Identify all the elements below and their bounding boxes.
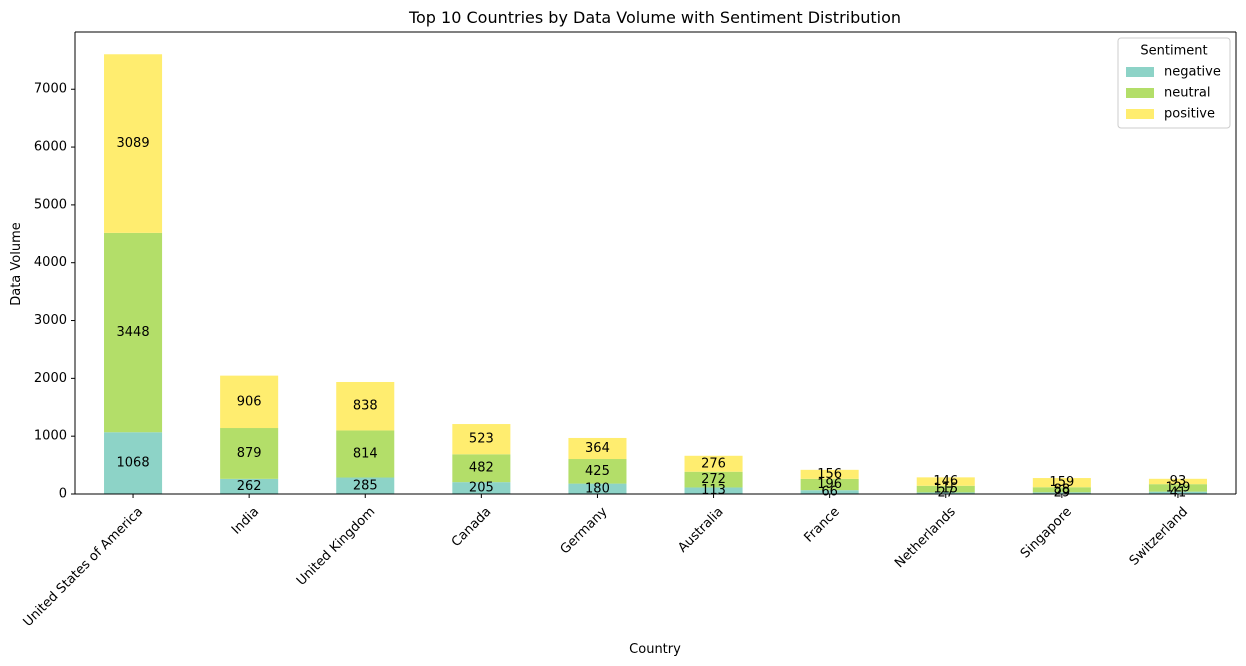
data-label: 66 bbox=[821, 485, 838, 500]
bar-positive bbox=[220, 375, 279, 429]
x-tick-label: Australia bbox=[675, 504, 726, 555]
data-label: 3448 bbox=[117, 325, 150, 340]
data-label: 523 bbox=[469, 432, 494, 447]
x-axis-label: Country bbox=[629, 642, 681, 657]
data-label: 879 bbox=[237, 446, 262, 461]
data-label: 276 bbox=[701, 456, 726, 471]
data-label: 285 bbox=[353, 478, 378, 493]
data-label: 205 bbox=[469, 481, 494, 496]
data-label: 29 bbox=[1054, 486, 1071, 501]
y-axis-label: Data Volume bbox=[9, 222, 24, 306]
bar-neutral bbox=[104, 232, 163, 433]
bar-negative bbox=[1148, 491, 1207, 494]
legend-swatch-negative bbox=[1126, 67, 1154, 77]
data-label: 159 bbox=[1049, 475, 1074, 490]
x-tick-label: United Kingdom bbox=[294, 504, 378, 588]
data-label: 115 bbox=[933, 482, 958, 497]
legend-label-negative: negative bbox=[1164, 65, 1221, 80]
bar-negative bbox=[1032, 492, 1091, 494]
legend-label-positive: positive bbox=[1164, 107, 1215, 122]
y-tick-label: 4000 bbox=[34, 255, 67, 270]
data-label: 262 bbox=[237, 479, 262, 494]
bar-negative bbox=[452, 482, 511, 494]
x-tick-label: Germany bbox=[558, 504, 611, 557]
x-tick-label: Singapore bbox=[1018, 504, 1075, 561]
bar-negative bbox=[568, 483, 627, 494]
y-tick-label: 2000 bbox=[34, 371, 67, 386]
data-label: 129 bbox=[1166, 480, 1191, 495]
bar-neutral bbox=[220, 428, 279, 479]
data-label: 425 bbox=[585, 464, 610, 479]
y-tick-label: 0 bbox=[59, 487, 67, 502]
bar-positive bbox=[800, 469, 859, 479]
bar-negative bbox=[684, 487, 743, 494]
y-tick-label: 5000 bbox=[34, 197, 67, 212]
bar-neutral bbox=[1032, 487, 1091, 493]
bar-neutral bbox=[800, 478, 859, 491]
bar-positive bbox=[684, 455, 743, 472]
axes-layer: 0 1000 2000 3000 4000 5000 6000 7000 United Stat… bbox=[21, 31, 1237, 630]
legend-title: Sentiment bbox=[1140, 44, 1207, 59]
data-label: 1068 bbox=[117, 456, 150, 471]
bar-negative bbox=[916, 492, 975, 494]
x-tick-label: India bbox=[229, 504, 262, 537]
bar-negative bbox=[336, 477, 395, 494]
x-tick-label: Netherlands bbox=[892, 504, 959, 571]
bar-negative bbox=[800, 490, 859, 494]
data-label: 838 bbox=[353, 399, 378, 414]
data-label: 156 bbox=[817, 467, 842, 482]
data-label: 482 bbox=[469, 461, 494, 476]
x-tick-label: United States of America bbox=[21, 504, 146, 629]
legend: Sentiment negative neutral positive bbox=[1117, 37, 1231, 129]
bar-neutral bbox=[684, 471, 743, 488]
legend-swatch-positive bbox=[1126, 109, 1154, 119]
data-label: 364 bbox=[585, 441, 610, 456]
bar-neutral bbox=[452, 454, 511, 483]
y-tick-label: 6000 bbox=[34, 140, 67, 155]
data-label: 272 bbox=[701, 472, 726, 487]
bar-positive bbox=[568, 437, 627, 460]
bars-layer bbox=[104, 54, 1207, 494]
data-labels-layer: 1068 3448 3089 262 879 906 285 814 838 205 482 523 1… bbox=[117, 136, 1191, 501]
data-label: 814 bbox=[353, 446, 378, 461]
bar-negative bbox=[220, 478, 279, 494]
data-label: 906 bbox=[237, 394, 262, 409]
legend-frame bbox=[1117, 37, 1231, 129]
chart-title: Top 10 Countries by Data Volume with Sen… bbox=[408, 8, 901, 27]
bar-positive bbox=[1032, 478, 1091, 488]
bar-neutral bbox=[916, 485, 975, 493]
data-label: 93 bbox=[1170, 474, 1187, 489]
data-label: 180 bbox=[585, 481, 610, 496]
x-tick-label: Canada bbox=[449, 504, 495, 550]
bar-positive bbox=[104, 54, 163, 233]
x-tick-label: France bbox=[802, 504, 843, 545]
bar-positive bbox=[1148, 478, 1207, 485]
bar-positive bbox=[336, 381, 395, 431]
bar-neutral bbox=[1148, 484, 1207, 492]
y-tick-label: 1000 bbox=[34, 429, 67, 444]
x-tick-label: Switzerland bbox=[1127, 504, 1191, 568]
bar-negative bbox=[104, 432, 163, 494]
data-label: 27 bbox=[937, 486, 954, 501]
data-label: 196 bbox=[817, 477, 842, 492]
bar-positive bbox=[916, 477, 975, 486]
y-tick-label: 7000 bbox=[34, 82, 67, 97]
bar-neutral bbox=[336, 430, 395, 478]
y-tick-label: 3000 bbox=[34, 313, 67, 328]
legend-label-neutral: neutral bbox=[1164, 86, 1211, 101]
data-label: 146 bbox=[933, 474, 958, 489]
bar-neutral bbox=[568, 459, 627, 484]
bar-positive bbox=[452, 424, 511, 455]
data-label: 3089 bbox=[117, 136, 150, 151]
data-label: 41 bbox=[1170, 485, 1187, 500]
legend-swatch-neutral bbox=[1126, 88, 1154, 98]
